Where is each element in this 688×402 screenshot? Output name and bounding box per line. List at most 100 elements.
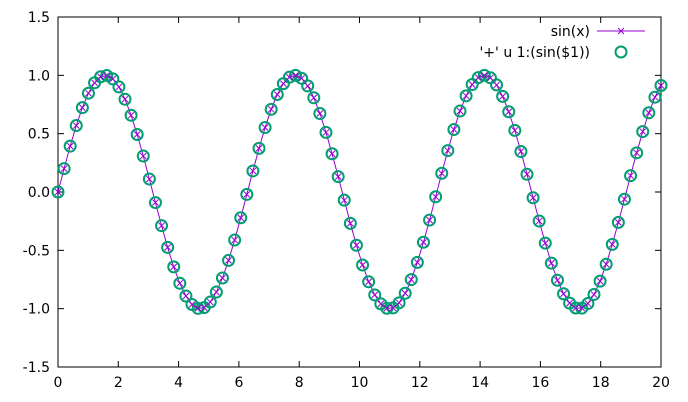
series-sin-marker xyxy=(54,188,62,196)
x-tick-label: 18 xyxy=(592,375,610,391)
x-tick-label: 4 xyxy=(174,375,183,391)
series-sin-marker xyxy=(66,142,74,150)
series-points-marker xyxy=(368,288,382,302)
series-sin-marker xyxy=(146,175,153,183)
series-sin-marker xyxy=(267,105,275,113)
series-points-marker xyxy=(398,286,412,300)
series-sin-marker xyxy=(213,288,220,296)
y-tick-label: 1.0 xyxy=(28,68,50,84)
series-points-marker xyxy=(51,185,65,199)
x-tick-label: 20 xyxy=(652,375,670,391)
series-sin-marker xyxy=(225,257,232,264)
series-points-marker xyxy=(477,68,491,82)
series-sin-marker xyxy=(359,261,366,269)
series-sin-marker xyxy=(298,74,305,82)
series-points-marker xyxy=(57,162,71,176)
series-sin-marker xyxy=(578,304,586,312)
series-sin-marker xyxy=(651,93,659,101)
y-tick-label: -1.0 xyxy=(23,302,50,318)
series-sin-marker xyxy=(584,300,592,307)
series-points-marker xyxy=(173,276,187,290)
legend-swatch-points xyxy=(614,45,628,59)
series-points-marker xyxy=(81,86,95,100)
series-sin-marker xyxy=(633,149,640,157)
x-tick-label: 14 xyxy=(471,375,489,391)
series-sin-marker xyxy=(115,83,123,91)
legend: sin(x) '+' u 1:(sin($1)) xyxy=(479,24,645,61)
series-points-marker xyxy=(136,149,150,163)
series-points-marker xyxy=(179,289,193,303)
x-tick-label: 2 xyxy=(114,375,123,391)
series-sin-marker xyxy=(474,74,482,81)
series-sin-marker xyxy=(60,165,68,172)
series-sin-marker xyxy=(121,95,129,103)
series-points-marker xyxy=(343,216,357,230)
series-points-marker xyxy=(532,214,546,228)
series-sin-marker xyxy=(481,71,488,79)
series-points-marker xyxy=(331,170,345,184)
series-sin-marker xyxy=(133,131,141,138)
series-points-marker xyxy=(557,287,571,301)
series-points-marker xyxy=(514,145,528,159)
series-points-marker xyxy=(617,192,631,206)
series-sin-marker xyxy=(109,75,117,83)
series-points-marker xyxy=(642,106,656,120)
series-points-marker xyxy=(258,121,272,135)
series-points-marker xyxy=(362,275,376,289)
series-sin-marker xyxy=(188,301,196,308)
series-points-marker xyxy=(593,274,607,288)
series-points-marker xyxy=(234,211,248,225)
series-points-marker xyxy=(423,213,437,227)
series-sin-marker xyxy=(353,241,360,249)
series-points-marker xyxy=(325,147,339,161)
series-sin-marker xyxy=(395,299,403,307)
series-points-marker xyxy=(429,190,443,204)
series-points-marker xyxy=(636,125,650,139)
series-sin-marker xyxy=(602,260,610,268)
series-sin-marker xyxy=(72,122,80,129)
series-sin-marker xyxy=(639,128,647,135)
series-sin-marker xyxy=(334,173,342,181)
series-points-marker xyxy=(270,87,284,101)
series-sin-marker xyxy=(261,124,269,131)
series-sin-marker xyxy=(170,263,178,271)
series-points-marker xyxy=(599,257,613,271)
series-sin-marker xyxy=(401,289,409,297)
series-sin-marker xyxy=(426,216,433,224)
series-sin-marker xyxy=(548,259,555,267)
series-points-marker xyxy=(526,191,540,205)
series-points-marker xyxy=(130,128,144,142)
series-points-marker xyxy=(148,196,162,210)
series-points-marker xyxy=(410,255,424,269)
series-sin-marker xyxy=(444,147,452,154)
series-points-marker xyxy=(313,107,327,121)
series-sin-marker xyxy=(340,196,348,204)
series-points-marker xyxy=(337,193,351,207)
series-points-marker xyxy=(142,172,156,186)
x-tick-label: 6 xyxy=(234,375,243,391)
series-sin-marker xyxy=(572,304,580,312)
series-sin-marker xyxy=(182,292,190,300)
series-sin-marker xyxy=(468,81,476,88)
y-tick-label: -1.5 xyxy=(23,360,50,376)
series-sin-marker xyxy=(645,109,653,117)
series-sin-marker xyxy=(176,279,184,287)
series-sin-marker xyxy=(158,222,165,230)
series-points-marker xyxy=(94,70,108,84)
series-sin-marker xyxy=(456,107,464,115)
series-points-marker xyxy=(587,287,601,301)
series-sin-marker xyxy=(347,220,354,227)
series-sin-marker xyxy=(139,152,147,160)
series-sin-marker xyxy=(97,73,104,81)
x-tick-label: 8 xyxy=(295,375,304,391)
legend-label-points: '+' u 1:(sin($1)) xyxy=(479,45,590,61)
series-sin-marker xyxy=(615,219,622,226)
series-points-marker xyxy=(611,215,625,229)
series-sin-marker xyxy=(590,291,598,298)
series-sin-marker xyxy=(164,244,171,251)
series-points-marker xyxy=(118,92,132,106)
series-sin-marker xyxy=(292,72,299,79)
series-sin-marker xyxy=(432,193,439,201)
series-sin-marker xyxy=(554,276,561,284)
series-sin-marker xyxy=(523,170,531,178)
